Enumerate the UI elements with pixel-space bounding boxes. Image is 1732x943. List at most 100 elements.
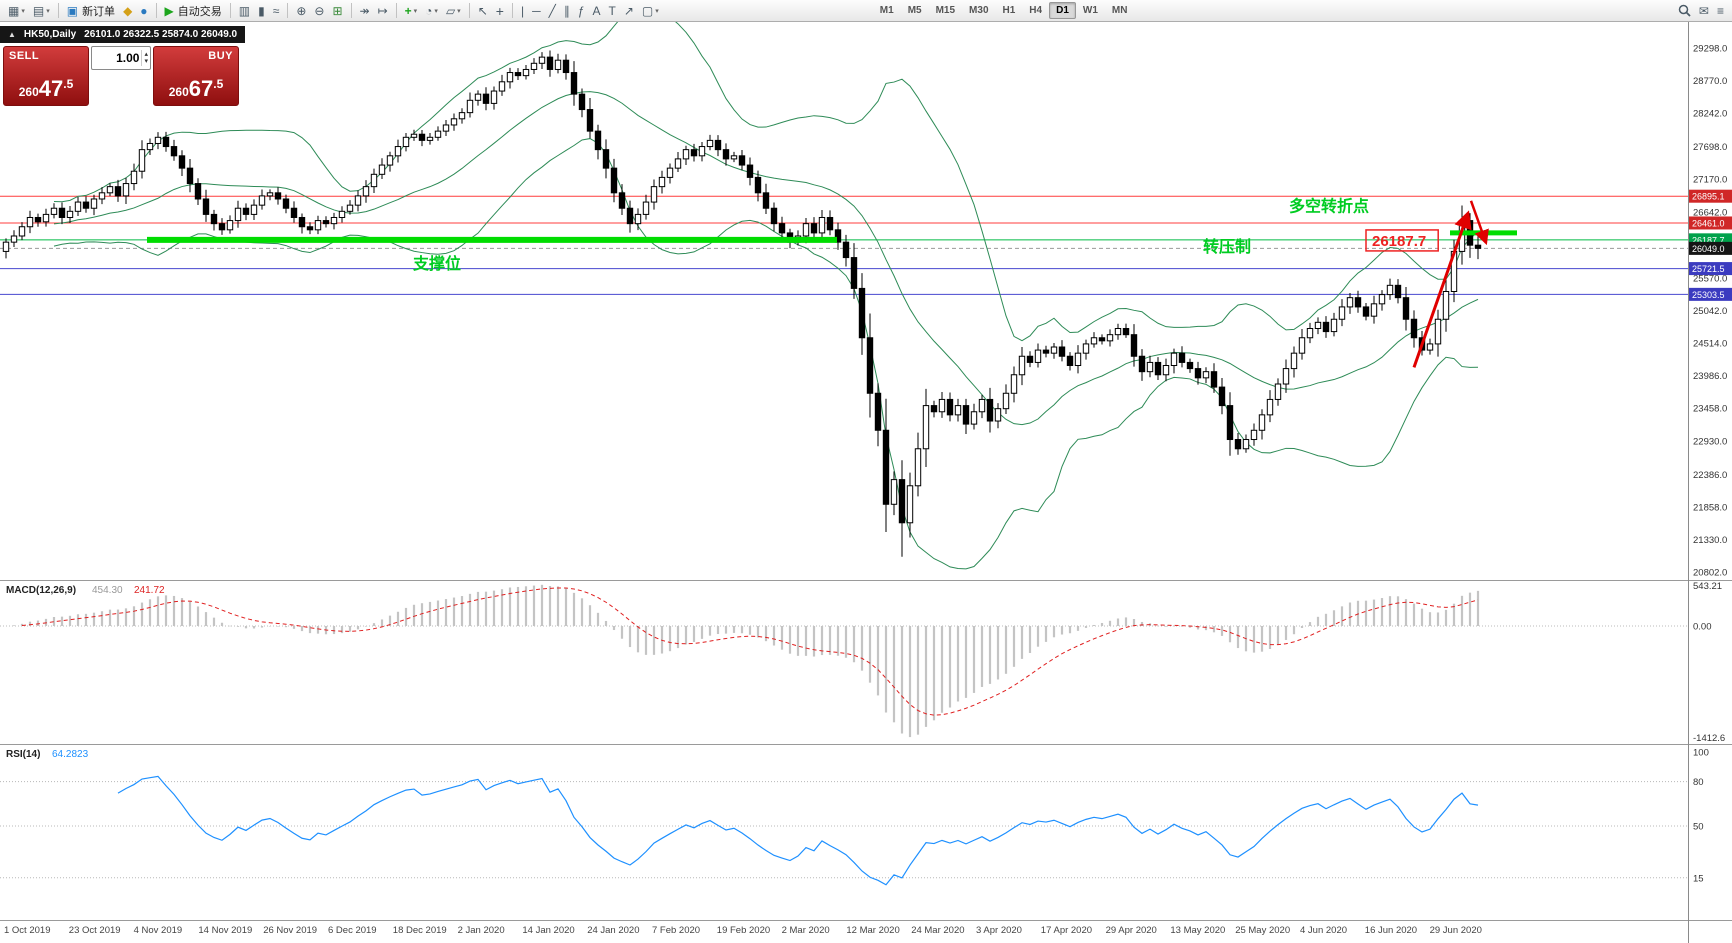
templates-icon[interactable]: ▱ ▾: [445, 3, 461, 18]
svg-text:27698.0: 27698.0: [1693, 142, 1727, 153]
timeframe-H1[interactable]: H1: [1002, 5, 1016, 16]
svg-text:23986.0: 23986.0: [1693, 371, 1727, 382]
svg-text:2 Jan 2020: 2 Jan 2020: [458, 925, 505, 936]
fibonacci-icon[interactable]: ƒ: [577, 3, 585, 18]
periods-icon[interactable]: ◔ ▾: [425, 3, 438, 18]
community-icon[interactable]: ●: [140, 3, 148, 18]
auto-scroll-icon[interactable]: ↠: [359, 3, 370, 18]
macd-value-signal: 241.72: [134, 585, 165, 596]
timeframe-M1[interactable]: M1: [879, 5, 894, 16]
timeframe-MN[interactable]: MN: [1111, 5, 1128, 16]
annotation-box-3[interactable]: [1365, 229, 1439, 252]
rsi-line: [117, 775, 1479, 886]
svg-text:7 Feb 2020: 7 Feb 2020: [652, 925, 700, 936]
sell-button[interactable]: SELL 26047.5: [3, 46, 89, 106]
svg-text:25721.5: 25721.5: [1692, 264, 1725, 274]
macd-axis[interactable]: 543.21 0.00 -1412.6: [1693, 581, 1725, 744]
svg-text:24514.0: 24514.0: [1693, 339, 1727, 350]
volume-control[interactable]: ▴ ▾: [91, 46, 151, 70]
svg-text:4 Nov 2019: 4 Nov 2019: [134, 925, 183, 936]
timeframe-D1[interactable]: D1: [1049, 2, 1076, 19]
sell-price: 26047.5: [18, 76, 74, 101]
timeframe-toolbar: M1 M5 M15 M30 H1 H4 D1 W1 MN: [873, 2, 1135, 19]
volume-up-button[interactable]: ▴: [144, 51, 148, 58]
price-axis[interactable]: 29298.0 28770.0 28242.0 27698.0 27170.0 26642…: [1693, 44, 1727, 579]
chart-shift-icon[interactable]: ↦: [377, 3, 388, 18]
svg-text:18 Dec 2019: 18 Dec 2019: [393, 925, 447, 936]
svg-text:26 Nov 2019: 26 Nov 2019: [263, 925, 317, 936]
svg-text:28242.0: 28242.0: [1693, 109, 1727, 120]
buy-button[interactable]: BUY 26067.5: [153, 46, 239, 106]
text-icon[interactable]: A: [592, 3, 601, 18]
price-tag-26461.0: 26461.0: [1689, 216, 1732, 230]
volume-down-button[interactable]: ▾: [144, 58, 148, 65]
chart-symbol-period: HK50,Daily: [23, 29, 77, 40]
channel-icon[interactable]: ∥: [563, 3, 570, 18]
trend-arrow-down[interactable]: [1469, 200, 1489, 246]
annotation-text-3[interactable]: 26187.7: [1372, 233, 1426, 250]
shapes-icon[interactable]: ▢ ▾: [641, 3, 659, 18]
annotation-text-2[interactable]: 支撑位: [412, 254, 461, 273]
volume-input[interactable]: [101, 51, 142, 65]
buy-price: 26067.5: [168, 76, 224, 101]
bollinger-upper-band: [53, 3, 1479, 342]
time-axis[interactable]: 1 Oct 2019 23 Oct 2019 4 Nov 2019 14 Nov 20…: [4, 925, 1482, 936]
timeframe-W1[interactable]: W1: [1082, 5, 1098, 16]
annotation-text-1[interactable]: 转压制: [1203, 237, 1251, 256]
candlestick-chart-icon[interactable]: ▮: [258, 3, 265, 18]
rsi-value: 64.2823: [52, 749, 89, 760]
search-icon[interactable]: [1675, 2, 1694, 20]
svg-text:20802.0: 20802.0: [1693, 568, 1727, 579]
new-chart-icon[interactable]: ▦ ▾: [8, 3, 25, 18]
svg-text:2 Mar 2020: 2 Mar 2020: [782, 925, 830, 936]
panel-collapse-icon[interactable]: ▲: [8, 30, 16, 39]
alerts-icon[interactable]: ◆: [123, 3, 133, 18]
chart-plot-area[interactable]: [0, 22, 1688, 580]
svg-text:27170.0: 27170.0: [1693, 175, 1727, 186]
svg-text:100: 100: [1693, 748, 1709, 759]
indicators-icon[interactable]: + ▾: [404, 3, 418, 18]
mail-icon[interactable]: ✉: [1698, 3, 1709, 18]
price-tag-26895.1: 26895.1: [1689, 189, 1732, 203]
rsi-axis[interactable]: 100 80 50 15: [1693, 748, 1709, 885]
macd-value-main: 454.30: [92, 585, 123, 596]
trendline-icon[interactable]: ╱: [548, 3, 556, 18]
svg-text:29 Jun 2020: 29 Jun 2020: [1430, 925, 1482, 936]
new-order-button[interactable]: ▣ 新订单: [64, 2, 118, 20]
zoom-out-icon[interactable]: ⊖: [314, 3, 325, 18]
svg-text:3 Apr 2020: 3 Apr 2020: [976, 925, 1022, 936]
svg-text:-1412.6: -1412.6: [1693, 733, 1725, 744]
tile-windows-icon[interactable]: ⊞: [332, 3, 343, 18]
chart-info-strip: ▲ HK50,Daily 26101.0 26322.5 25874.0 260…: [0, 26, 246, 43]
zoom-in-icon[interactable]: ⊕: [296, 3, 307, 18]
trend-arrow-up[interactable]: [1412, 210, 1472, 368]
timeframe-M15[interactable]: M15: [935, 5, 956, 16]
svg-text:25042.0: 25042.0: [1693, 306, 1727, 317]
svg-text:26642.0: 26642.0: [1693, 207, 1727, 218]
text-label-icon[interactable]: T: [608, 3, 616, 18]
bar-chart-icon[interactable]: ▥: [238, 3, 251, 18]
svg-text:24 Mar 2020: 24 Mar 2020: [911, 925, 964, 936]
timeframe-H4[interactable]: H4: [1029, 5, 1043, 16]
cursor-icon[interactable]: ↖: [477, 3, 488, 18]
main-toolbar: ▦ ▾ ▤ ▾ ▣ 新订单 ◆ ● ▶ 自动交易 ▥ ▮ ≈ ⊕ ⊖ ⊞ ↠ ↦ +…: [0, 0, 1732, 22]
svg-text:22930.0: 22930.0: [1693, 436, 1727, 447]
crosshair-icon[interactable]: +: [495, 2, 504, 19]
timeframe-M5[interactable]: M5: [907, 5, 922, 16]
autotrading-button[interactable]: ▶ 自动交易: [162, 2, 225, 20]
svg-text:23 Oct 2019: 23 Oct 2019: [69, 925, 121, 936]
arrow-tool-icon[interactable]: ↗: [623, 3, 634, 18]
macd-signal-line: [21, 587, 1479, 716]
menu-icon[interactable]: ≡: [1716, 3, 1724, 18]
line-chart-icon[interactable]: ≈: [272, 3, 280, 18]
svg-text:25303.5: 25303.5: [1692, 290, 1725, 300]
svg-text:29298.0: 29298.0: [1693, 44, 1727, 55]
timeframe-M30[interactable]: M30: [969, 5, 989, 16]
svg-text:13 May 2020: 13 May 2020: [1170, 925, 1225, 936]
horizontal-line-icon[interactable]: ─: [532, 3, 541, 18]
annotation-text-0[interactable]: 多空转折点: [1289, 196, 1369, 215]
profiles-icon[interactable]: ▤ ▾: [32, 3, 50, 18]
vertical-line-icon[interactable]: |: [520, 3, 525, 18]
